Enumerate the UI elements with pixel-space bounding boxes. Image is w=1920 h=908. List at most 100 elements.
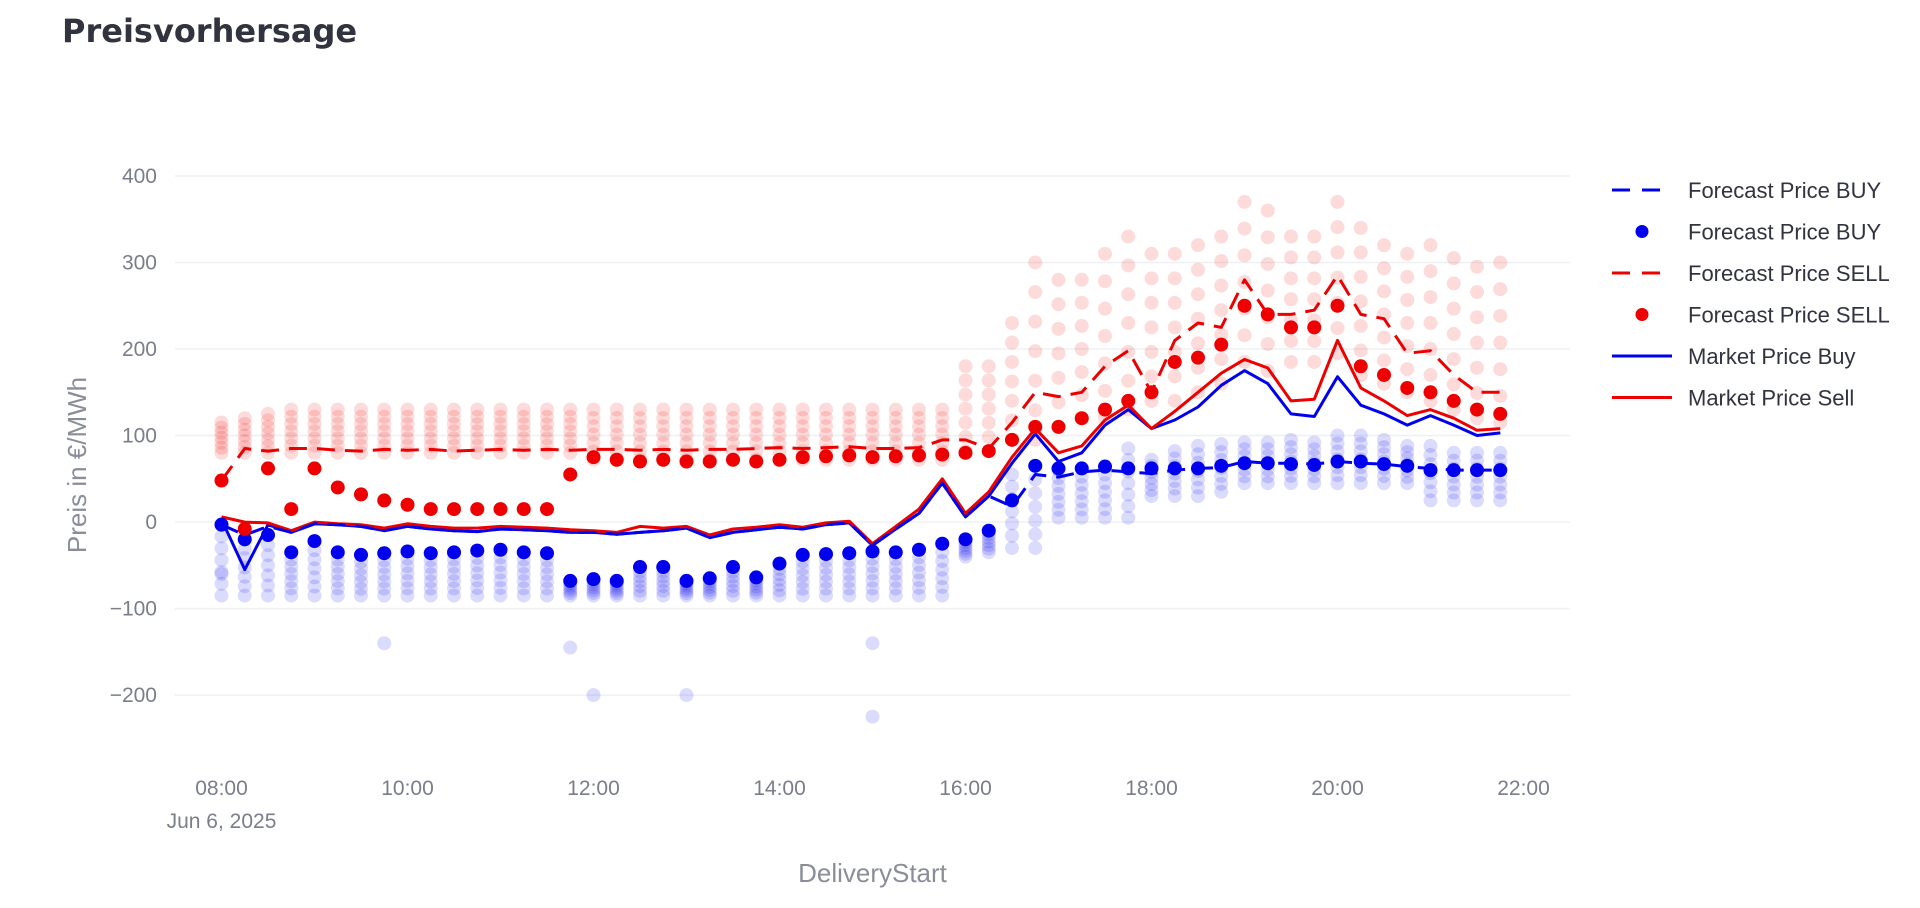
legend-item[interactable]: Forecast Price BUY — [1635, 220, 1882, 245]
legend-item[interactable]: Forecast Price BUY — [1612, 178, 1881, 203]
forecast-band-dot — [493, 402, 508, 417]
forecast-band-dot — [726, 402, 740, 417]
forecast-band-dot — [1423, 342, 1438, 357]
forecast-band-dot — [1074, 510, 1089, 525]
forecast-band-dot — [1330, 436, 1345, 451]
forecast-band-dot — [1260, 476, 1275, 491]
forecast-band-dot — [1284, 271, 1298, 286]
forecast-band-dot — [633, 419, 647, 434]
forecast-band-dot — [1098, 301, 1112, 316]
forecast-band-dot — [447, 409, 461, 424]
forecast-band-dot — [586, 583, 601, 598]
forecast-band-dot — [865, 559, 880, 574]
forecast-band-dot — [284, 581, 299, 596]
forecast-band-dot — [1167, 489, 1182, 504]
forecast-band-dot — [470, 581, 485, 596]
forecast-point-buy — [1191, 461, 1205, 476]
forecast-band-dot — [354, 438, 368, 453]
legend-item[interactable]: Market Price Buy — [1612, 344, 1856, 369]
forecast-band-dot — [330, 409, 345, 424]
forecast-dash-line-sell — [220, 274, 1501, 482]
forecast-point-sell — [1353, 359, 1368, 374]
forecast-band-dot — [935, 579, 950, 594]
forecast-point-buy — [307, 534, 322, 549]
forecast-band-dot — [400, 588, 415, 603]
forecast-band-dot — [1423, 475, 1438, 490]
forecast-point-buy — [1167, 461, 1182, 476]
forecast-band-dot — [493, 424, 508, 439]
forecast-band-dot — [1470, 385, 1484, 400]
legend-item[interactable]: Market Price Sell — [1612, 386, 1854, 411]
forecast-point-sell — [1423, 385, 1438, 400]
forecast-band-dot — [1121, 258, 1136, 273]
forecast-band-dot — [609, 588, 624, 603]
forecast-band-dot — [540, 567, 554, 582]
forecast-band-dot — [819, 588, 833, 603]
forecast-band-dot — [702, 444, 717, 459]
forecast-band-dot — [214, 553, 229, 568]
forecast-band-dot — [540, 402, 554, 417]
forecast-band-dot — [1423, 264, 1438, 279]
forecast-point-buy — [563, 573, 578, 588]
forecast-band-dot — [958, 401, 973, 416]
forecast-band-dot — [842, 567, 857, 582]
forecast-band-dot — [354, 588, 368, 603]
forecast-band-dot — [1191, 238, 1205, 253]
forecast-band-dot — [1446, 493, 1461, 508]
forecast-band-dot — [888, 574, 903, 589]
forecast-band-dot — [563, 588, 578, 603]
forecast-band-dot — [493, 416, 508, 431]
forecast-band-dot — [330, 416, 345, 431]
forecast-band-dot — [935, 571, 950, 586]
forecast-point-sell — [354, 487, 368, 502]
forecast-band-dot — [1214, 303, 1229, 318]
forecast-band-dot — [261, 588, 275, 603]
forecast-band-dot — [1005, 541, 1019, 556]
forecast-band-dot — [563, 431, 578, 446]
forecast-band-dot — [1260, 442, 1275, 457]
forecast-point-buy — [935, 536, 950, 551]
forecast-band-dot — [1098, 274, 1112, 289]
forecast-band-dot — [935, 410, 950, 425]
forecast-band-dot — [354, 416, 368, 431]
forecast-point-sell — [1214, 337, 1229, 352]
forecast-point-sell — [656, 452, 671, 467]
forecast-band-dot — [470, 566, 485, 581]
forecast-band-dot — [1284, 354, 1298, 369]
forecast-point-buy — [702, 571, 717, 586]
forecast-band-dot — [447, 438, 461, 453]
forecast-band-dot — [1191, 480, 1205, 495]
forecast-point-buy — [726, 560, 740, 575]
forecast-band-dot — [888, 419, 903, 434]
forecast-point-sell — [749, 454, 764, 469]
forecast-band-dot — [1005, 479, 1019, 494]
forecast-band-dot — [377, 560, 392, 575]
forecast-band-dot — [354, 409, 368, 424]
forecast-point-buy — [1446, 463, 1461, 478]
forecast-band-dot — [888, 427, 903, 442]
forecast-point-buy — [1423, 463, 1438, 478]
forecast-point-sell — [1400, 380, 1415, 395]
x-tick-label: 12:00 — [567, 777, 620, 800]
forecast-band-dot — [935, 588, 950, 603]
forecast-band-dot — [1237, 328, 1252, 343]
forecast-band-dot — [214, 445, 229, 460]
forecast-band-dot — [1214, 254, 1229, 269]
forecast-band-dot — [540, 574, 554, 589]
forecast-band-dot — [354, 575, 368, 590]
forecast-band-dot — [1074, 502, 1089, 517]
legend-item[interactable]: Forecast Price SELL — [1612, 261, 1890, 286]
forecast-band-dot — [307, 402, 322, 417]
forecast-band-dot — [958, 359, 973, 374]
legend-item[interactable]: Forecast Price SELL — [1635, 303, 1890, 328]
forecast-band-dot — [214, 588, 229, 603]
forecast-band-dot — [1074, 342, 1089, 357]
forecast-band-dot — [772, 577, 787, 592]
forecast-band-dot — [981, 373, 996, 388]
forecast-band-dot — [865, 410, 880, 425]
forecast-band-dot — [1377, 476, 1391, 491]
forecast-band-dot — [609, 410, 624, 425]
forecast-band-dot — [795, 575, 810, 590]
forecast-band-dot — [493, 573, 508, 588]
forecast-point-sell — [1330, 298, 1345, 313]
